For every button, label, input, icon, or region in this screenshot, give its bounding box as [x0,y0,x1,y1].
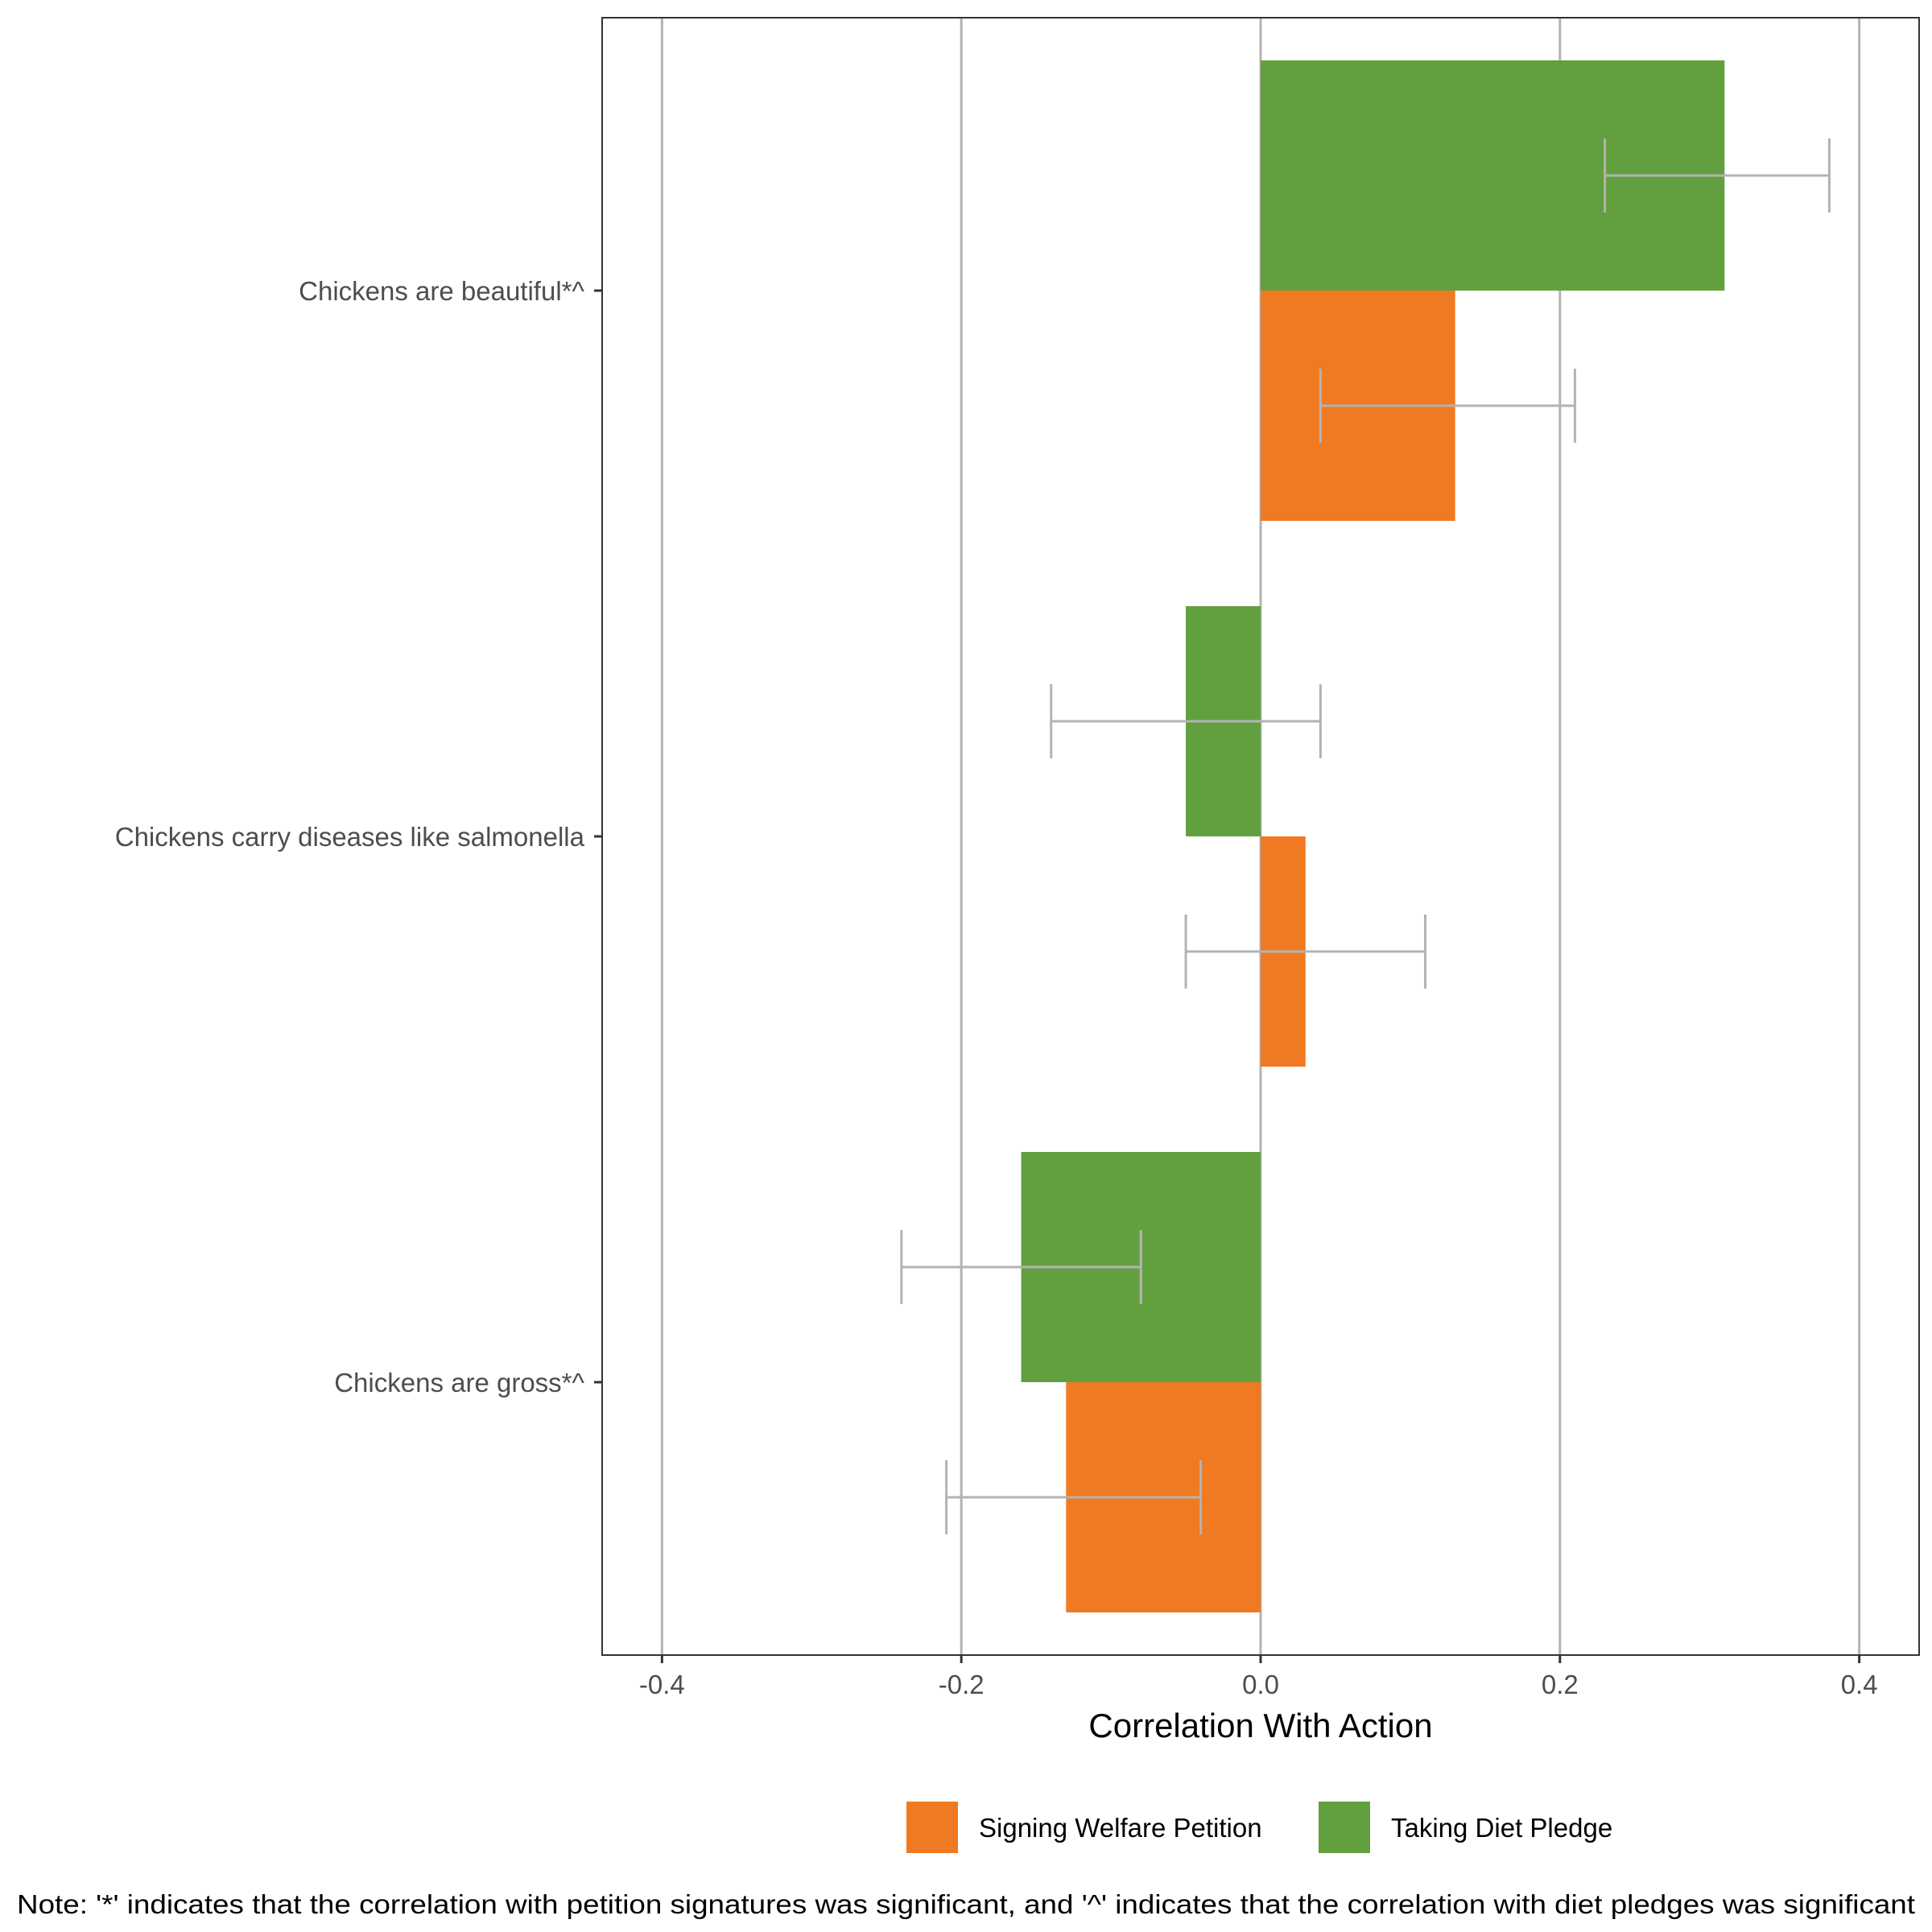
category-label-1: Chickens carry diseases like salmonella [115,822,585,852]
legend-label-1: Taking Diet Pledge [1391,1813,1612,1843]
x-axis: -0.4 -0.2 0.0 0.2 0.4 [639,1655,1878,1699]
errorbar-diet-pledge-0 [1604,138,1831,213]
legend-key-1 [1319,1802,1370,1853]
x-tick-label-4: 0.4 [1841,1670,1878,1699]
chart-note: Note: '*' indicates that the correlation… [17,1889,1915,1919]
bar-layer [1021,60,1725,1612]
y-axis: Chickens are beautiful*^ Chickens carry d… [115,276,602,1397]
x-axis-title: Correlation With Action [1088,1707,1432,1744]
errorbar-diet-pledge-2 [900,1230,1142,1304]
x-tick-label-1: -0.2 [939,1670,985,1699]
errorbar-layer [900,138,1831,1534]
errorbar-welfare-petition-2 [945,1460,1203,1534]
legend-label-0: Signing Welfare Petition [979,1813,1262,1843]
x-tick-label-2: 0.0 [1242,1670,1279,1699]
x-tick-label-3: 0.2 [1542,1670,1579,1699]
legend-key-0 [906,1802,958,1853]
legend: Signing Welfare Petition Taking Diet Pled… [906,1802,1612,1853]
errorbar-welfare-petition-0 [1319,369,1576,443]
category-label-0: Chickens are beautiful*^ [299,276,584,306]
x-tick-label-0: -0.4 [639,1670,685,1699]
errorbar-diet-pledge-1 [1050,684,1322,758]
category-label-2: Chickens are gross*^ [334,1368,584,1397]
errorbar-welfare-petition-1 [1184,914,1426,989]
